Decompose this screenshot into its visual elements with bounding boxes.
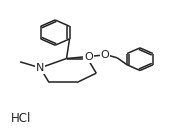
Text: O: O bbox=[101, 50, 109, 60]
Text: N: N bbox=[36, 63, 44, 73]
Text: HCl: HCl bbox=[10, 112, 31, 125]
Text: O: O bbox=[84, 52, 93, 63]
